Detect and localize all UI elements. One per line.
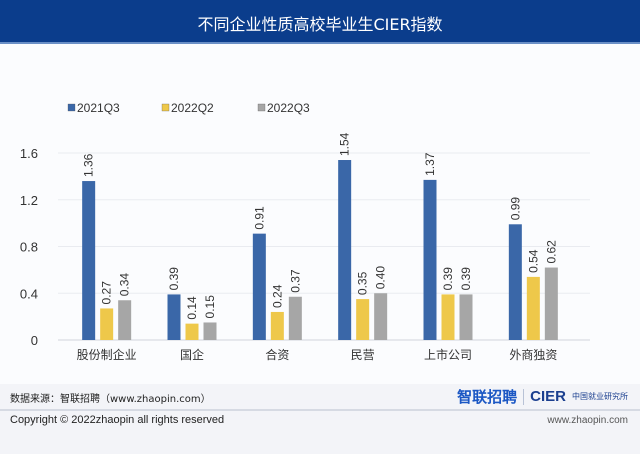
bar <box>270 311 284 340</box>
legend-label: 2022Q3 <box>267 101 310 115</box>
bar <box>252 233 266 340</box>
data-label: 0.14 <box>185 296 199 320</box>
data-label: 0.39 <box>441 267 455 291</box>
x-tick-label: 外商独资 <box>509 347 557 362</box>
y-tick-label: 0.8 <box>20 240 38 255</box>
bar <box>526 276 540 340</box>
data-source: 数据来源：智联招聘（www.zhaopin.com） <box>10 394 211 405</box>
data-label: 0.40 <box>374 266 388 290</box>
x-tick-label: 国企 <box>180 347 204 362</box>
data-label: 0.39 <box>167 267 181 291</box>
data-label: 0.91 <box>252 206 266 230</box>
cier-logo: CIER <box>530 388 566 405</box>
data-label: 0.35 <box>356 271 370 295</box>
data-label: 1.37 <box>423 152 437 176</box>
legend-swatch <box>257 103 266 112</box>
bar <box>167 294 181 340</box>
data-label: 0.34 <box>118 273 132 297</box>
data-label: 0.27 <box>100 281 114 305</box>
bar <box>288 296 302 340</box>
x-tick-label: 民营 <box>351 348 375 362</box>
footer-divider <box>0 409 640 411</box>
bar <box>374 293 388 340</box>
cier-logo-subtitle: 中国就业研究所 <box>572 392 628 401</box>
data-label: 0.39 <box>459 267 473 291</box>
bar <box>82 181 96 340</box>
y-tick-label: 1.2 <box>20 193 38 208</box>
zhaopin-logo: 智联招聘 <box>457 388 518 406</box>
bar <box>356 299 370 340</box>
bar <box>338 160 352 340</box>
chart-title: 不同企业性质高校毕业生CIER指数 <box>197 15 443 34</box>
x-tick-label: 上市公司 <box>424 347 472 362</box>
legend-swatch <box>67 103 76 112</box>
bar <box>441 294 455 340</box>
data-label: 0.15 <box>203 295 217 319</box>
bar <box>544 267 558 340</box>
y-tick-label: 0 <box>31 333 38 348</box>
bar <box>185 323 199 340</box>
bar <box>423 179 437 340</box>
logo-divider <box>523 388 525 405</box>
bar <box>118 300 132 340</box>
data-label: 0.62 <box>544 240 558 264</box>
bar <box>203 322 217 340</box>
legend-label: 2022Q2 <box>171 101 214 115</box>
data-label: 1.36 <box>82 153 96 177</box>
legend-label: 2021Q3 <box>77 101 120 115</box>
data-label: 0.54 <box>526 249 540 273</box>
bar <box>100 308 114 340</box>
y-tick-label: 0.4 <box>20 286 38 301</box>
logos: 智联招聘 CIER 中国就业研究所 <box>457 386 628 407</box>
header-banner: 不同企业性质高校毕业生CIER指数 <box>0 0 640 44</box>
y-tick-label: 1.6 <box>20 146 38 161</box>
data-label: 0.99 <box>508 197 522 221</box>
data-label: 0.24 <box>270 284 284 308</box>
footer-url[interactable]: www.zhaopin.com <box>547 415 628 426</box>
data-label: 0.37 <box>288 269 302 293</box>
x-tick-label: 股份制企业 <box>77 347 137 362</box>
legend-swatch <box>161 103 170 112</box>
x-tick-label: 合资 <box>265 347 289 362</box>
bar <box>459 294 473 340</box>
bar <box>508 224 522 340</box>
copyright: Copyright © 2022zhaopin all rights reser… <box>10 414 225 426</box>
data-label: 1.54 <box>338 132 352 156</box>
